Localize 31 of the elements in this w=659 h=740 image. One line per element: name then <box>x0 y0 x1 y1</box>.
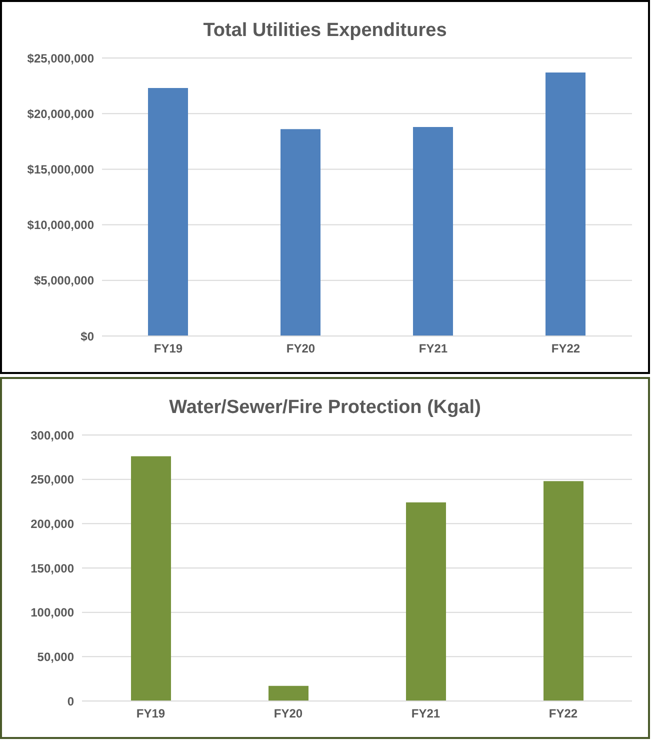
bar <box>148 88 188 336</box>
x-tick-label: FY19 <box>136 706 166 721</box>
x-tick-label: FY21 <box>418 342 448 356</box>
x-tick-label: FY19 <box>154 342 183 356</box>
y-tick-label: $15,000,000 <box>27 162 94 176</box>
bar <box>268 686 308 701</box>
y-tick-label: $20,000,000 <box>27 106 94 121</box>
y-tick-label: $25,000,000 <box>27 51 94 66</box>
x-tick-label: FY20 <box>274 706 303 721</box>
y-tick-label: 50,000 <box>37 650 74 664</box>
y-tick-label: 150,000 <box>30 561 74 576</box>
y-tick-label: $5,000,000 <box>34 274 94 288</box>
x-tick-label: FY22 <box>551 342 580 356</box>
y-tick-label: 200,000 <box>30 516 74 531</box>
chart-title: Total Utilities Expenditures <box>202 19 448 43</box>
y-tick-label: $10,000,000 <box>27 218 94 232</box>
y-tick-label: $0 <box>80 329 94 344</box>
y-tick-label: 0 <box>67 694 74 708</box>
chart-title: Water/Sewer/Fire Protection (Kgal) <box>168 396 482 420</box>
x-tick-label: FY21 <box>411 706 440 721</box>
bar <box>280 129 320 336</box>
y-tick-label: 300,000 <box>30 428 74 442</box>
bar <box>131 456 171 701</box>
x-tick-label: FY22 <box>548 706 578 721</box>
y-tick-label: 100,000 <box>30 606 74 620</box>
y-tick-label: 250,000 <box>30 472 74 487</box>
bar <box>546 72 586 336</box>
x-tick-label: FY20 <box>286 342 316 356</box>
bar <box>413 126 453 336</box>
bar <box>406 502 446 701</box>
bar <box>544 481 584 701</box>
